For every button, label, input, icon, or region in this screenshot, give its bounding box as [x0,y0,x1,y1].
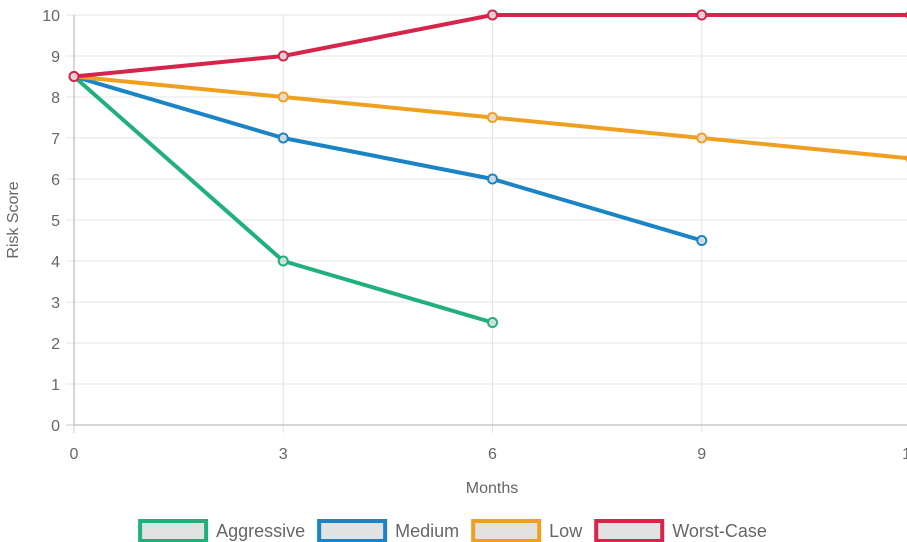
legend-swatch [471,519,542,542]
x-tick-label: 6 [488,446,497,463]
legend-label: Aggressive [216,521,305,541]
data-point-worst-case [277,50,289,62]
legend-item-aggressive[interactable]: Aggressive [138,519,305,542]
data-point-medium [277,132,289,144]
y-tick-label: 10 [42,8,60,25]
x-tick-label: 12 [902,446,907,463]
series-worst-case [68,9,907,82]
data-point-worst-case [68,71,80,82]
series-line-worst-case [72,13,907,79]
y-tick-label: 2 [51,336,60,353]
legend: Aggressive Medium Low Worst-Case [138,519,767,542]
series-line-medium [72,74,704,243]
y-tick-label: 1 [51,377,60,394]
data-point-worst-case [696,9,708,21]
axes [73,15,907,426]
data-point-worst-case [487,9,498,21]
y-tick-label: 8 [51,90,60,107]
y-tick-label: 9 [51,49,60,66]
data-point-aggressive [487,317,498,328]
data-point-low [277,91,289,103]
legend-label: Low [549,521,583,541]
legend-item-low[interactable]: Low [471,519,583,542]
x-tick-label: 9 [697,446,706,463]
data-point-medium [696,235,708,246]
series-low [68,71,907,163]
legend-label: Worst-Case [672,521,767,541]
series-group [68,9,907,328]
y-tick-label: 6 [51,172,60,189]
data-point-medium [487,173,498,185]
y-tick-label: 4 [51,254,60,271]
y-tick-label: 3 [51,295,60,312]
grid-lines [66,14,907,433]
y-axis-title: Risk Score [5,181,22,258]
x-tick-label: 0 [70,446,79,463]
x-axis-title: Months [466,480,518,497]
y-tick-label: 7 [51,131,60,148]
data-point-low [487,112,498,123]
data-point-low [696,132,708,144]
legend-item-medium[interactable]: Medium [317,519,459,542]
y-tick-label: 0 [51,418,60,435]
legend-swatch [138,519,209,542]
data-point-aggressive [277,255,289,267]
legend-label: Medium [395,521,459,541]
x-tick-label: 3 [279,446,288,463]
tick-labels: 012345678910036912 [42,8,907,463]
legend-swatch [317,519,388,542]
y-tick-label: 5 [51,213,60,230]
legend-swatch [594,519,665,542]
legend-item-worst-case[interactable]: Worst-Case [594,519,767,542]
